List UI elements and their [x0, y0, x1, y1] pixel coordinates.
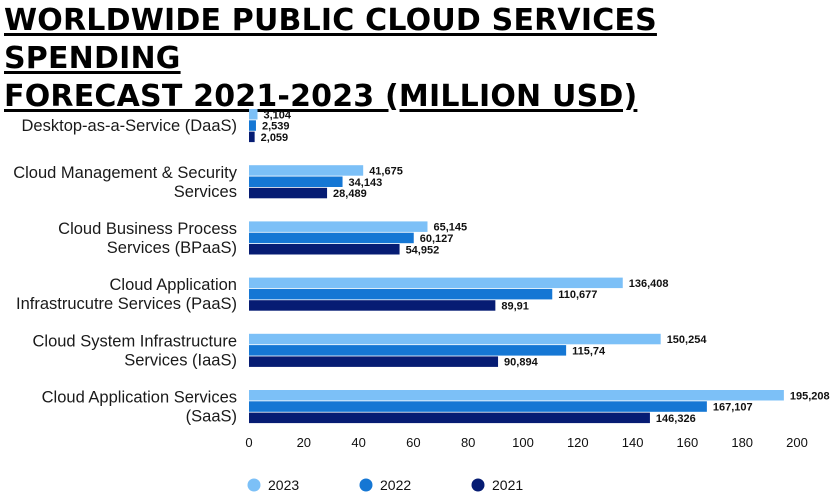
bar-2022 — [249, 176, 343, 187]
data-label-2023: 195,208 — [790, 390, 830, 402]
data-label-2022: 2,539 — [262, 121, 290, 133]
data-label-2021: 89,91 — [501, 300, 529, 312]
data-label-2021: 146,326 — [656, 413, 696, 425]
bar-2023 — [249, 109, 258, 120]
category-label: Infrastrucutre Services (PaaS) — [16, 295, 237, 313]
data-label-2023: 3,104 — [264, 109, 292, 121]
data-label-2023: 41,675 — [369, 165, 403, 177]
legend-label-2023: 2023 — [268, 477, 299, 493]
x-tick-label: 20 — [297, 435, 311, 450]
bar-2022 — [249, 232, 414, 244]
data-label-2022: 110,677 — [558, 289, 597, 301]
data-label-2021: 54,952 — [406, 244, 440, 256]
category-label: Cloud Application — [109, 276, 237, 294]
bar-2021 — [249, 300, 496, 311]
bar-2021 — [249, 187, 328, 199]
bar-2023 — [249, 333, 661, 345]
category-label: Services (IaaS) — [124, 351, 237, 369]
data-label-2023: 150,254 — [667, 334, 708, 346]
x-tick-label: 200 — [786, 435, 808, 450]
chart-title-line-1: WORLDWIDE PUBLIC CLOUD SERVICES SPENDING — [4, 3, 657, 76]
category-label: Cloud System Infrastructure — [33, 332, 238, 350]
data-label-2021: 28,489 — [333, 188, 367, 200]
legend-label-2021: 2021 — [492, 477, 523, 493]
bar-2021 — [249, 131, 255, 143]
category-label: Services — [174, 183, 237, 201]
data-label-2023: 136,408 — [629, 278, 669, 290]
category-label: Cloud Management & Security — [13, 164, 238, 182]
x-tick-label: 140 — [622, 435, 644, 450]
bar-2022 — [249, 120, 256, 131]
data-label-2023: 65,145 — [433, 222, 467, 234]
bar-2022 — [249, 345, 567, 356]
x-tick-label: 0 — [245, 435, 252, 450]
chart-title: WORLDWIDE PUBLIC CLOUD SERVICES SPENDING… — [4, 2, 832, 116]
data-label-2022: 34,143 — [349, 177, 383, 189]
data-label-2021: 90,894 — [504, 357, 539, 369]
category-label: Cloud Business Process — [58, 220, 237, 238]
data-label-2022: 167,107 — [713, 402, 753, 414]
category-label: Services (BPaaS) — [107, 239, 237, 257]
legend-marker-2022 — [359, 478, 373, 492]
category-label: Cloud Application Services — [42, 389, 237, 407]
x-tick-label: 60 — [406, 435, 420, 450]
category-label: (SaaS) — [186, 408, 237, 426]
x-tick-label: 180 — [731, 435, 753, 450]
legend-label-2022: 2022 — [380, 477, 411, 493]
bar-2021 — [249, 356, 499, 367]
x-tick-label: 160 — [677, 435, 699, 450]
x-tick-label: 40 — [351, 435, 365, 450]
bar-2021 — [249, 244, 400, 255]
bar-2021 — [249, 412, 650, 424]
x-tick-label: 120 — [567, 435, 589, 450]
bar-2022 — [249, 288, 553, 300]
data-label-2022: 115,74 — [572, 345, 606, 357]
bar-2023 — [249, 221, 428, 232]
x-tick-label: 100 — [512, 435, 534, 450]
bar-2023 — [249, 390, 784, 401]
data-label-2022: 60,127 — [420, 233, 454, 245]
chart-title-line-2: FORECAST 2021-2023 (MILLION USD) — [4, 79, 638, 114]
x-tick-label: 80 — [461, 435, 475, 450]
data-label-2021: 2,059 — [261, 132, 289, 144]
legend-marker-2021 — [471, 478, 485, 492]
bar-2023 — [249, 165, 364, 176]
bar-2022 — [249, 401, 707, 412]
legend-marker-2023 — [247, 478, 261, 492]
bar-2023 — [249, 277, 623, 289]
category-label: Desktop-as-a-Service (DaaS) — [22, 117, 237, 135]
